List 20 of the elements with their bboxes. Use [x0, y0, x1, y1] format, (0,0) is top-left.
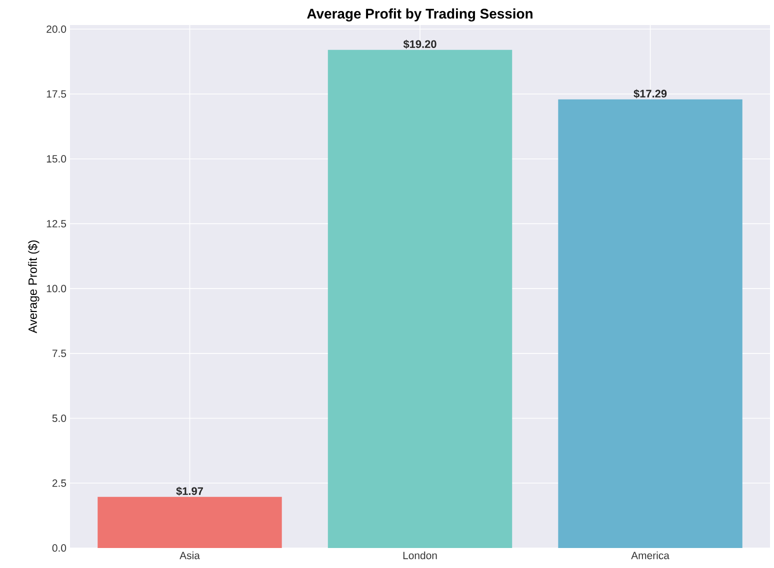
bar: [558, 99, 742, 548]
y-tick-label: 20.0: [46, 25, 66, 33]
x-tick-label: America: [631, 552, 670, 560]
y-tick-label: 0.0: [52, 544, 66, 552]
y-tick-label: 17.5: [46, 90, 66, 98]
x-tick-label: London: [403, 552, 437, 560]
data-label: $19.20: [403, 40, 436, 49]
y-tick-label: 7.5: [52, 350, 66, 358]
y-tick-label: 10.0: [46, 284, 66, 292]
y-tick-label: 12.5: [46, 220, 66, 228]
data-label: $1.97: [176, 486, 203, 496]
data-label: $17.29: [634, 89, 667, 98]
x-tick-label: Asia: [180, 552, 200, 560]
bar: [98, 496, 282, 548]
y-axis-title: Average Profit ($): [28, 240, 40, 334]
bar: [328, 50, 512, 548]
y-tick-label: 2.5: [52, 479, 66, 487]
y-tick-label: 15.0: [46, 155, 66, 163]
y-tick-label: 5.0: [52, 414, 66, 422]
chart-title: Average Profit by Trading Session: [307, 8, 532, 22]
